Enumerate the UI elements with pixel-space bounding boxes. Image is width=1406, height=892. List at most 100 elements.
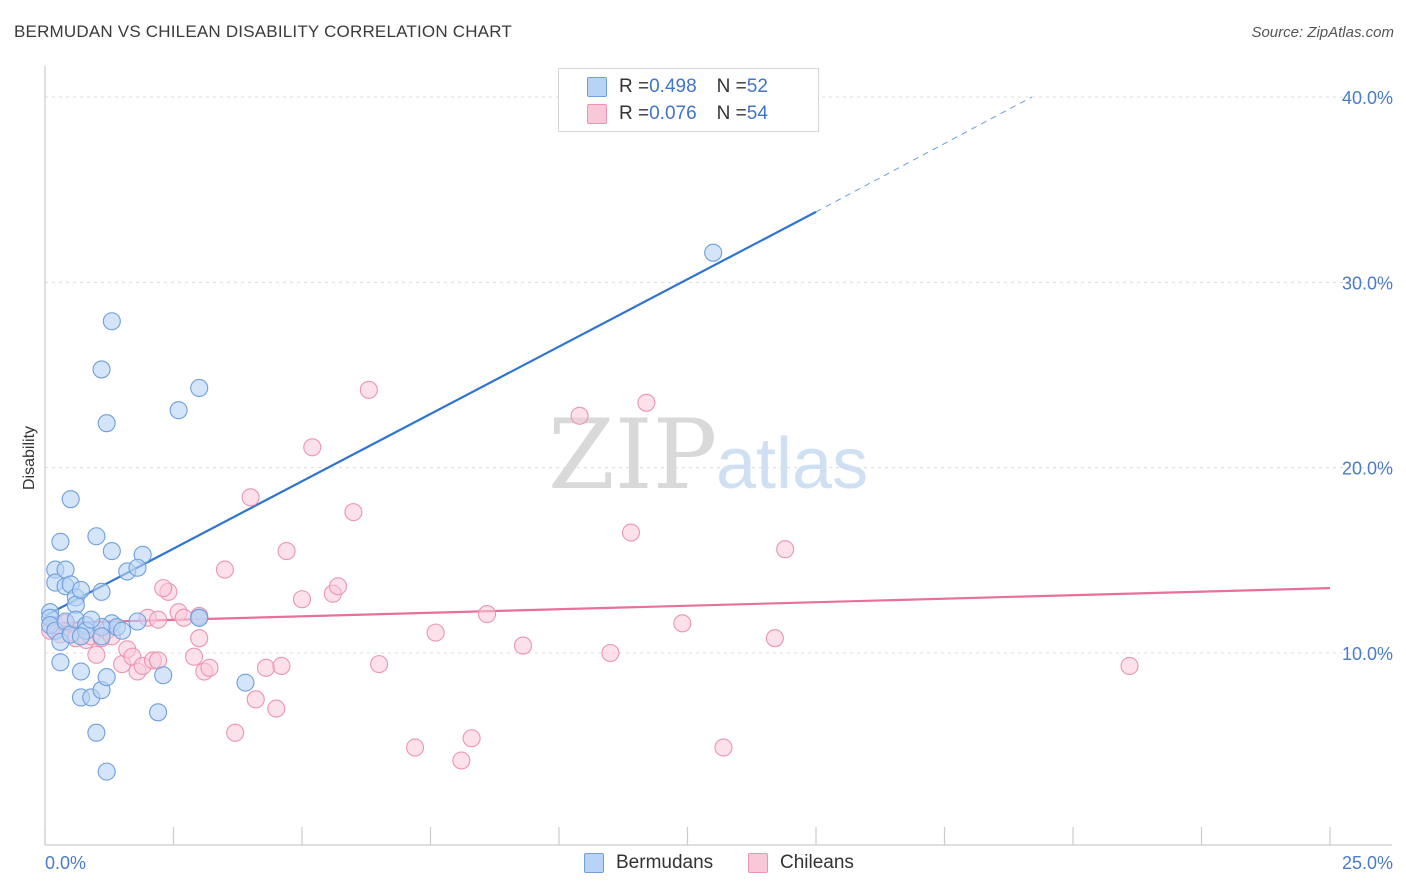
chileans-point — [174, 608, 193, 627]
chileans-swatch — [748, 853, 768, 873]
bermudans-point — [704, 243, 723, 262]
bermudans-point — [51, 653, 70, 672]
chart-title: BERMUDAN VS CHILEAN DISABILITY CORRELATI… — [14, 22, 512, 41]
chileans-point — [154, 579, 173, 598]
y-tick-label: 30.0% — [1342, 273, 1393, 293]
chileans-point — [215, 560, 234, 579]
chileans-point — [277, 542, 296, 561]
chileans-point — [200, 658, 219, 677]
bermudans-point — [92, 627, 111, 646]
bermudans-point — [190, 378, 209, 398]
chileans-point — [637, 393, 656, 412]
chileans-point — [272, 656, 291, 676]
chileans-point — [149, 610, 168, 629]
bermudans-point — [61, 490, 80, 509]
chileans-point — [241, 488, 260, 507]
chileans-point — [370, 655, 389, 674]
chileans-point — [452, 751, 471, 770]
chileans-point — [359, 380, 378, 399]
legend-n-label: N = — [716, 103, 747, 124]
bermudans-swatch — [584, 853, 604, 873]
bermudans-points — [41, 243, 723, 781]
bermudans-point — [128, 558, 147, 577]
legend-item-label: Bermudans — [616, 852, 714, 873]
y-tick-label: 20.0% — [1342, 459, 1393, 479]
chileans-point — [246, 690, 265, 709]
bermudans-point — [97, 762, 116, 781]
bermudans-point — [71, 662, 91, 681]
legend-n-value: 52 — [746, 76, 768, 97]
chileans-point — [267, 699, 286, 718]
chileans-point — [601, 643, 620, 663]
watermark: ZIP atlas — [548, 399, 868, 511]
chileans-point — [714, 738, 733, 757]
x-tick-label-min: 0.0% — [45, 853, 86, 873]
chileans-trend-line — [44, 587, 1331, 625]
legend-r-label: R = — [619, 76, 650, 97]
legend-r-label: R = — [619, 103, 650, 124]
legend-swatch-pink — [587, 104, 607, 124]
bermudans-point — [102, 542, 121, 561]
correlation-legend: R = 0.498 N = 52 R = 0.076 N = 54 — [558, 68, 819, 132]
chileans-point — [406, 738, 425, 757]
bermudans-point — [190, 608, 209, 627]
chileans-point — [776, 540, 795, 559]
chileans-point — [513, 636, 533, 655]
bermudans-trend-line — [44, 210, 817, 617]
chileans-point — [570, 406, 589, 425]
grid-lines — [45, 96, 1392, 654]
chileans-point — [226, 723, 245, 742]
bermudans-point — [87, 723, 106, 742]
bermudans-point — [113, 621, 132, 640]
bermudans-point — [102, 312, 121, 331]
chileans-point — [673, 614, 692, 633]
bermudans-point — [169, 401, 188, 420]
chileans-point — [462, 729, 481, 748]
series-legend: Bermudans Chileans — [0, 852, 1406, 878]
chileans-point — [87, 645, 106, 664]
axes — [44, 66, 1392, 846]
watermark-atlas: atlas — [716, 424, 868, 504]
legend-r-value: 0.498 — [649, 76, 697, 97]
bermudans-point — [71, 580, 91, 600]
bermudans-point — [51, 532, 70, 551]
bermudans-point — [154, 666, 173, 685]
x-tick-label-max: 25.0% — [1342, 853, 1393, 873]
y-axis-label: Disability — [21, 426, 38, 490]
legend-row-bermudans: R = 0.498 N = 52 — [587, 74, 768, 100]
tick-labels: 10.0% 20.0% 30.0% 40.0% 0.0% 25.0% — [45, 88, 1393, 873]
bermudans-point — [92, 360, 111, 379]
chileans-point — [344, 503, 363, 522]
source-credit: Source: ZipAtlas.com — [1251, 24, 1394, 41]
legend-n-label: N = — [716, 76, 747, 97]
legend-r-value: 0.076 — [649, 103, 697, 124]
legend-item-chileans[interactable]: Chileans — [748, 852, 854, 874]
legend-n-value: 54 — [746, 103, 768, 124]
chileans-point — [765, 629, 784, 648]
y-tick-label: 40.0% — [1342, 88, 1393, 108]
bermudans-point — [149, 703, 168, 722]
chileans-point — [328, 577, 348, 596]
chileans-point — [426, 623, 445, 642]
chileans-point — [1120, 656, 1139, 676]
trend-lines — [44, 96, 1331, 625]
legend-item-bermudans[interactable]: Bermudans — [584, 852, 713, 874]
chileans-point — [256, 658, 276, 677]
chileans-point — [190, 629, 209, 648]
bermudans-point — [92, 582, 111, 601]
bermudans-point — [236, 673, 255, 692]
bermudans-point — [128, 612, 147, 631]
bermudans-trend-extension — [815, 96, 1033, 213]
chileans-point — [477, 605, 497, 624]
legend-item-label: Chileans — [780, 852, 854, 873]
bermudans-point — [71, 627, 91, 646]
bermudans-point — [97, 668, 116, 687]
chileans-point — [621, 523, 641, 542]
chileans-point — [303, 438, 322, 457]
bermudans-point — [97, 414, 116, 433]
legend-swatch-blue — [587, 77, 607, 97]
bermudans-point — [87, 527, 106, 546]
legend-row-chileans: R = 0.076 N = 54 — [587, 101, 768, 127]
y-tick-label: 10.0% — [1342, 644, 1393, 664]
